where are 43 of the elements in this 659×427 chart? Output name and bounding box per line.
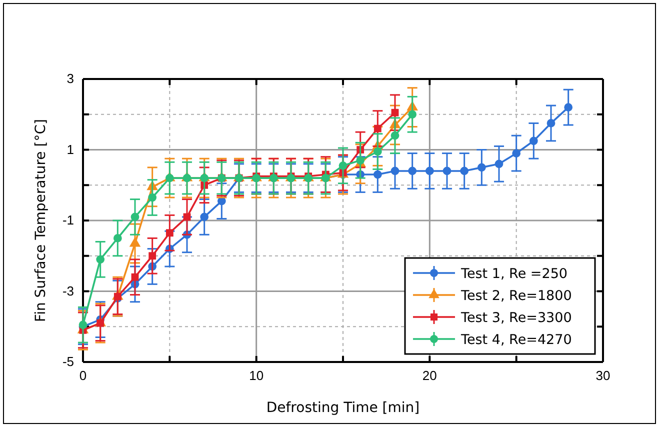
point [477,163,486,172]
point [373,170,382,179]
point [148,193,157,202]
point [148,252,156,260]
point [408,110,417,119]
point [512,149,521,158]
x-tick-label: 20 [422,368,437,384]
point [390,131,400,140]
point [131,273,139,281]
x-axis-title: Defrosting Time [min] [266,400,420,416]
point [200,212,209,222]
y-tick-label: -1 [62,212,74,228]
point [129,236,141,247]
point [425,166,434,176]
x-tick-label: 10 [249,368,264,384]
legend-label: Test 4, Re=4270 [460,332,572,348]
y-tick-label: -3 [62,283,74,298]
point [460,166,469,176]
point [338,161,348,170]
legend-label: Test 2, Re=1800 [460,288,572,304]
y-axis-title: Fin Surface Temperature [°C] [33,119,49,322]
point [356,156,365,165]
y-tick-label: 1 [66,142,74,157]
legend-label: Test 1, Re =250 [460,266,568,282]
point [564,103,573,112]
legend-label: Test 3, Re=3300 [460,310,572,326]
point [374,124,382,132]
x-tick-label: 30 [596,368,610,384]
point [408,166,417,176]
point [130,212,140,222]
point [113,234,122,242]
point [442,166,452,176]
y-tick-label: -5 [62,354,74,370]
point [529,136,538,146]
point [546,119,556,128]
point [391,108,399,116]
point [373,147,382,156]
point [166,229,174,237]
point [390,166,400,176]
point [494,160,504,168]
y-tick-label: 3 [66,71,74,86]
point [96,255,105,264]
x-tick-label: 0 [79,368,87,384]
